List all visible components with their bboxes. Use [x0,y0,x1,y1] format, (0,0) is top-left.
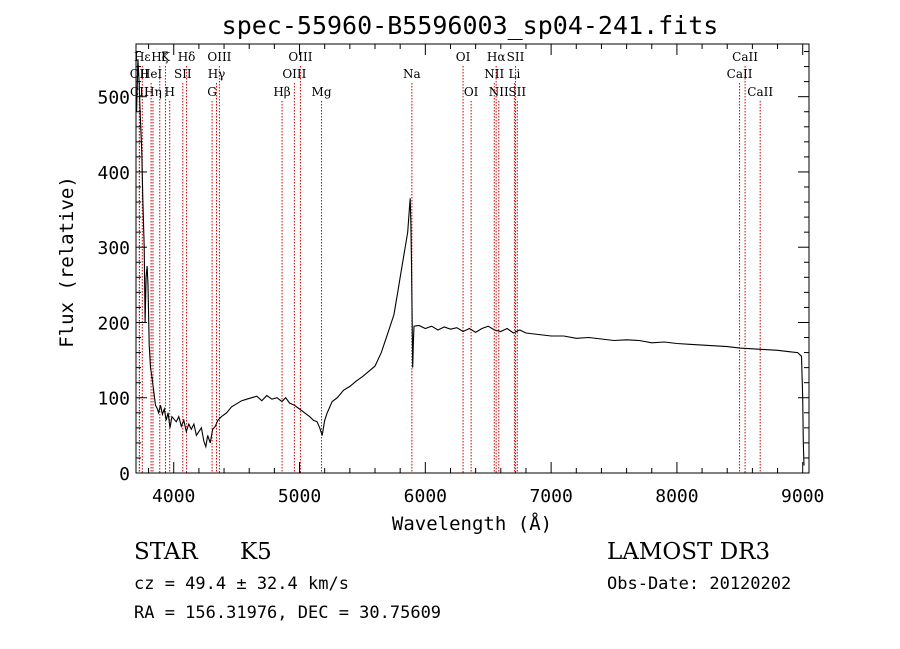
line-marker-label: Hβ [273,85,290,99]
survey-name: LAMOST DR3 [607,539,771,565]
line-marker-label: SII [507,50,525,64]
line-marker-label: OI [464,85,479,99]
x-axis-label: Wavelength (Å) [392,512,552,535]
line-marker-label: K [161,50,171,64]
x-tick-label: 8000 [655,486,698,507]
line-marker-label: NII [489,85,509,99]
x-tick-label: 9000 [781,486,824,507]
y-tick-label: 300 [97,238,130,259]
line-marker-label: OII [130,67,150,81]
y-tick-label: 500 [97,88,130,109]
obs-date: Obs-Date: 20120202 [607,574,792,594]
line-marker-label: OIII [288,50,312,64]
y-tick-label: 0 [119,464,130,485]
line-marker-label: SII [174,67,192,81]
line-marker-label: Na [403,67,421,81]
chart-title: spec-55960-B5596003_sp04-241.fits [222,11,719,40]
line-marker-label: SII [508,85,526,99]
line-marker-label: HeI [140,67,163,81]
x-tick-label: 7000 [529,486,572,507]
object-class: STAR [134,539,198,565]
y-axis-label: Flux (relative) [56,176,78,348]
line-marker-label: OIII [207,50,231,64]
line-marker-label: Hδ [178,50,196,64]
line-marker-label: Hα [487,50,506,64]
coordinates: RA = 156.31976, DEC = 30.75609 [134,603,442,623]
line-marker-label: CaII [727,67,753,81]
y-tick-label: 100 [97,389,130,410]
line-marker-label: Mg [312,85,332,99]
redshift-value: cz = 49.4 ± 32.4 km/s [134,574,349,594]
axes: 4000 5000 6000 7000 8000 9000 0 100 200 300 400 500 [97,43,824,507]
line-marker-label: CaII [732,50,758,64]
line-marker-label: G [207,85,217,99]
y-tick-label: 200 [97,313,130,334]
line-marker-label: NII [484,67,504,81]
object-subclass: K5 [240,539,272,565]
line-marker-label: OIII [282,67,306,81]
x-tick-label: 4000 [152,486,195,507]
line-marker-label: H [164,85,174,99]
line-marker-label: Li [508,67,520,81]
plot-frame [135,43,810,474]
spectrum-line [136,59,805,466]
line-marker-label: OI [456,50,471,64]
line-marker-label: Hη [144,85,162,99]
x-tick-label: 5000 [278,486,321,507]
line-marker-label: Hζ [151,50,168,64]
line-marker-label: CaII [747,85,773,99]
x-tick-label: 6000 [404,486,447,507]
y-tick-label: 400 [97,163,130,184]
line-marker-label: Hγ [208,67,226,81]
